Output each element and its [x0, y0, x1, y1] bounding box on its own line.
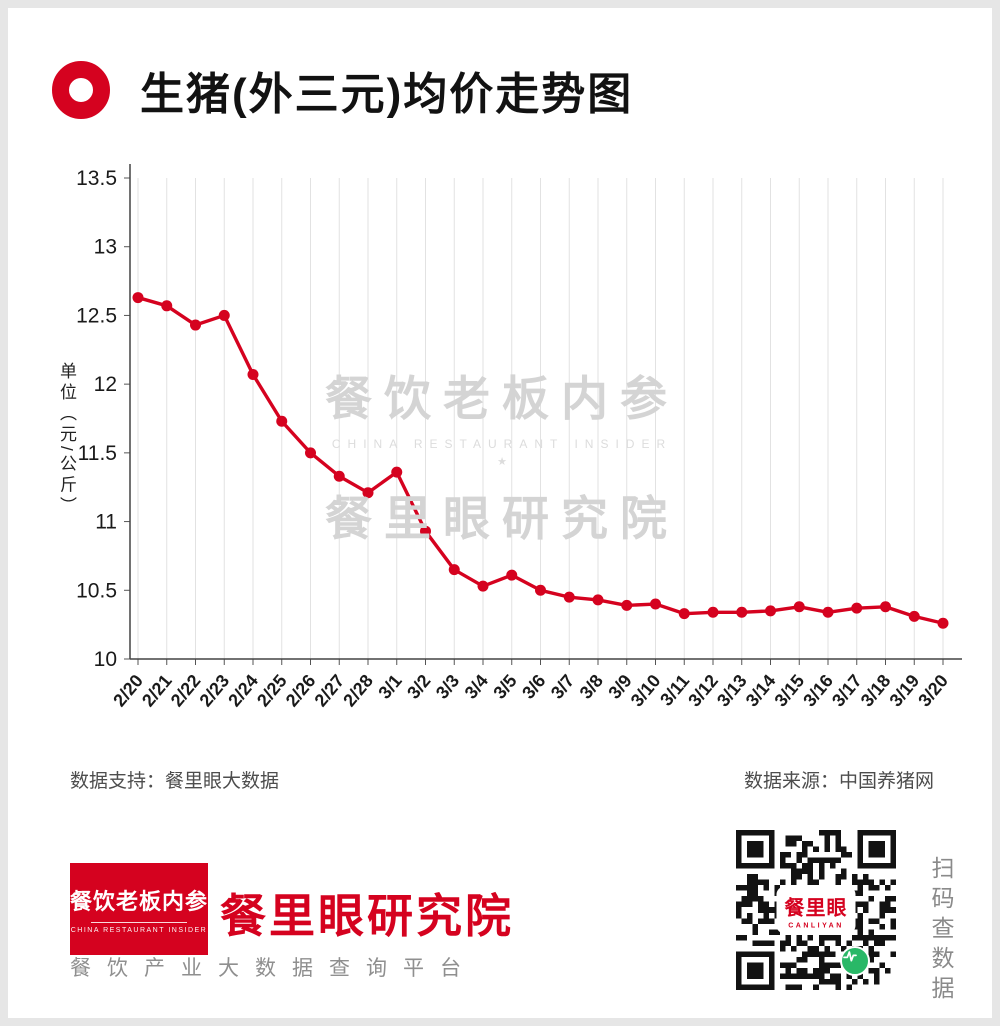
data-support-text: 数据支持：餐里眼大数据 [70, 771, 280, 792]
logo-divider [91, 922, 187, 923]
svg-text:3/16: 3/16 [799, 671, 837, 711]
svg-text:3/15: 3/15 [770, 671, 808, 711]
data-source-text: 数据来源：中国养猪网 [743, 771, 934, 792]
svg-text:2/22: 2/22 [167, 671, 205, 711]
qr-brand-text: 餐里眼 [784, 897, 848, 920]
svg-text:3/12: 3/12 [684, 671, 722, 711]
svg-text:2/27: 2/27 [310, 671, 348, 711]
svg-text:11.5: 11.5 [78, 442, 117, 465]
qr-center-label: 餐里眼 CANLIYAN [776, 886, 856, 934]
red-ring-icon [52, 61, 110, 119]
svg-text:3/19: 3/19 [885, 671, 923, 711]
svg-text:3/6: 3/6 [518, 671, 549, 703]
svg-text:3/13: 3/13 [713, 671, 751, 711]
qr-brand-subtext: CANLIYAN [788, 922, 844, 930]
svg-text:3/10: 3/10 [627, 671, 665, 711]
svg-text:12.5: 12.5 [76, 304, 117, 327]
logo-main-text: 餐饮老板内参 [70, 889, 209, 914]
svg-text:3/1: 3/1 [374, 671, 405, 703]
svg-text:3/5: 3/5 [489, 671, 520, 703]
svg-text:13: 13 [94, 236, 117, 259]
svg-text:3/14: 3/14 [742, 671, 780, 711]
svg-text:3/8: 3/8 [576, 671, 607, 703]
svg-text:3/11: 3/11 [656, 671, 693, 710]
page-title: 生猪(外三元)均价走势图 [140, 70, 634, 119]
svg-text:3/4: 3/4 [461, 671, 492, 703]
svg-text:10.5: 10.5 [76, 579, 117, 602]
brand-title: 餐里眼研究院 [220, 890, 514, 942]
pulse-icon [843, 951, 857, 962]
svg-text:3/2: 3/2 [403, 671, 434, 703]
svg-text:3/20: 3/20 [914, 671, 952, 711]
svg-text:3/3: 3/3 [432, 671, 463, 703]
svg-text:10: 10 [94, 648, 117, 671]
content-card: 生猪(外三元)均价走势图 2/20 2/21 2/22 2/23 2/24 2/25 2/2… [8, 8, 992, 1018]
data-credits: 数据支持：餐里眼大数据 数据来源：中国养猪网 [70, 766, 934, 793]
svg-text:2/26: 2/26 [282, 671, 320, 711]
video-channel-icon [840, 946, 870, 976]
svg-text:3/18: 3/18 [857, 671, 895, 711]
y-axis-unit-label: 单位（元/公斤） [57, 362, 76, 518]
svg-text:2/20: 2/20 [109, 671, 147, 711]
svg-text:3/17: 3/17 [828, 671, 866, 711]
svg-text:2/28: 2/28 [339, 671, 377, 711]
brand-tagline: 餐饮产业大数据查询平台 [70, 957, 477, 980]
chart-area: 2/20 2/21 2/22 2/23 2/24 2/25 2/26 2/27 2/28 3/1 3… [22, 138, 982, 738]
svg-text:13.5: 13.5 [76, 167, 117, 190]
qr-code: 餐里眼 CANLIYAN [736, 830, 896, 990]
svg-text:11: 11 [95, 511, 117, 534]
svg-text:12: 12 [94, 373, 117, 396]
scan-hint-text: 扫码查数据 [928, 856, 954, 1006]
price-trend-chart: 2/202/212/222/232/242/252/262/272/283/13… [76, 164, 962, 711]
svg-text:2/23: 2/23 [195, 671, 233, 711]
logo-sub-text: CHINA RESTAURANT INSIDER [70, 927, 208, 934]
publisher-logo: 餐饮老板内参 CHINA RESTAURANT INSIDER [70, 863, 208, 955]
svg-text:2/24: 2/24 [224, 671, 262, 711]
svg-text:2/25: 2/25 [253, 671, 291, 711]
header: 生猪(外三元)均价走势图 [52, 58, 633, 122]
svg-text:2/21: 2/21 [138, 671, 176, 711]
svg-text:3/7: 3/7 [547, 671, 578, 703]
